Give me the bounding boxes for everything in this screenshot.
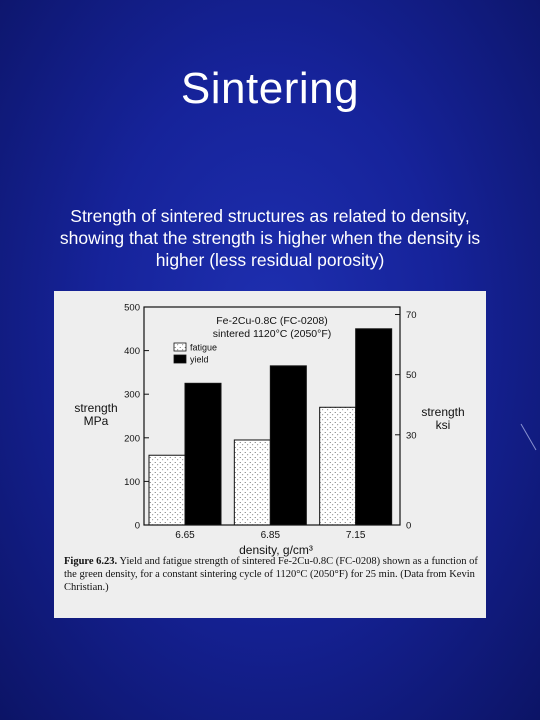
figure-caption: Figure 6.23. Yield and fatigue strength … [64, 555, 478, 594]
strength-density-chart: 6.65 6.85 7.15 0 100 200 300 400 500 0 30 50 70 Fe-2… [74, 303, 464, 558]
chart-legend: fatigue yield [173, 342, 217, 365]
y-tick-label-500: 500 [124, 303, 140, 314]
y2-axis-label-line1: strength [421, 405, 464, 419]
y-tick-label-100: 100 [124, 477, 140, 488]
bar-yield-6.85 [269, 365, 307, 526]
decorative-line [520, 423, 537, 451]
bar-fatigue-6.85 [233, 439, 271, 526]
plot-frame [143, 306, 401, 526]
scanned-figure: 6.65 6.85 7.15 0 100 200 300 400 500 0 30 50 70 Fe-2… [54, 291, 486, 618]
legend-label-fatigue: fatigue [190, 343, 217, 353]
y-tick-label-300: 300 [124, 390, 140, 401]
figure-number: Figure 6.23. [64, 556, 118, 567]
chart-title: Fe-2Cu-0.8C (FC-0208) [216, 315, 327, 327]
slide-caption: Strength of sintered structures as relat… [59, 206, 481, 270]
y-axis-label-line1: strength [74, 401, 117, 415]
y2-axis-label-line2: ksi [436, 418, 451, 432]
x-axis-label: density, g/cm³ [239, 543, 313, 557]
y2-tick-label-0: 0 [406, 521, 411, 532]
y2-tick-label-30: 30 [406, 430, 417, 441]
y-tick-label-0: 0 [135, 521, 140, 532]
bar-fatigue-6.65 [148, 454, 186, 526]
x-tick-label-6.85: 6.85 [261, 530, 281, 541]
x-tick-label-6.65: 6.65 [175, 530, 195, 541]
slide-title: Sintering [180, 64, 360, 113]
y-axis-label-line2: MPa [84, 414, 109, 428]
y-tick-label-200: 200 [124, 433, 140, 444]
legend-swatch-fatigue [173, 342, 187, 352]
bar-fatigue-7.15 [319, 406, 357, 526]
x-tick-label-7.15: 7.15 [346, 530, 366, 541]
figure-caption-text: Yield and fatigue strength of sintered F… [64, 556, 478, 593]
y2-tick-label-50: 50 [406, 370, 417, 381]
bar-yield-6.65 [184, 382, 222, 526]
bar-yield-7.15 [355, 328, 393, 526]
legend-swatch-yield [173, 354, 187, 364]
y2-tick-label-70: 70 [406, 310, 417, 321]
chart-subtitle: sintered 1120°C (2050°F) [213, 328, 332, 340]
legend-label-yield: yield [190, 355, 209, 365]
y-tick-label-400: 400 [124, 346, 140, 357]
